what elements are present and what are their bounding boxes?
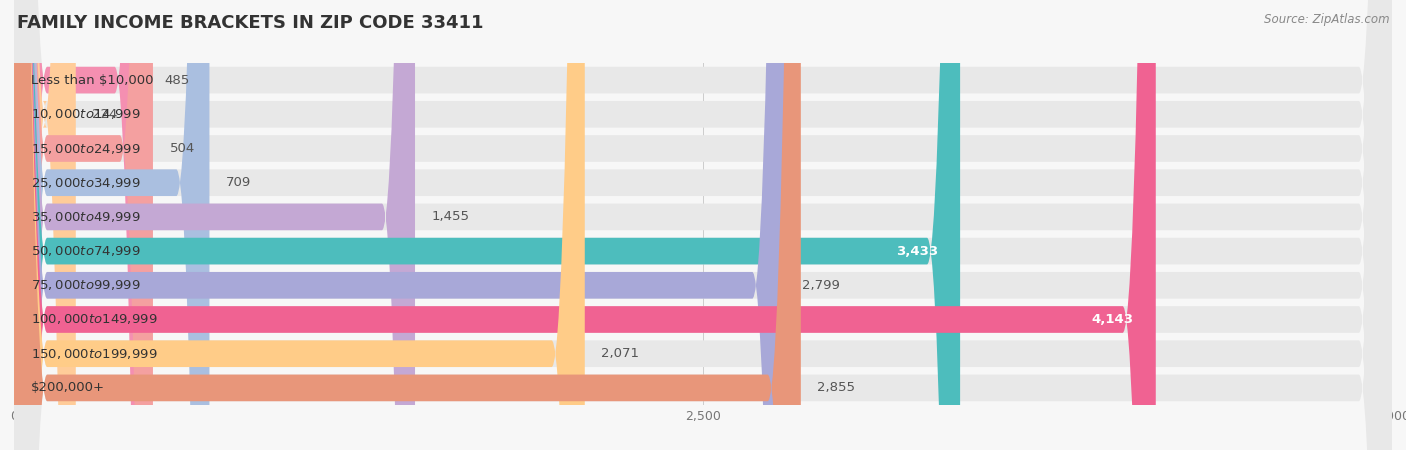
Text: 2,799: 2,799 — [801, 279, 839, 292]
Text: $75,000 to $99,999: $75,000 to $99,999 — [31, 278, 141, 293]
Text: 1,455: 1,455 — [432, 211, 470, 223]
Text: $25,000 to $34,999: $25,000 to $34,999 — [31, 176, 141, 190]
FancyBboxPatch shape — [14, 0, 76, 450]
Text: $35,000 to $49,999: $35,000 to $49,999 — [31, 210, 141, 224]
FancyBboxPatch shape — [14, 0, 585, 450]
Text: $150,000 to $199,999: $150,000 to $199,999 — [31, 346, 157, 361]
FancyBboxPatch shape — [14, 0, 1392, 450]
FancyBboxPatch shape — [14, 0, 1392, 450]
Text: Less than $10,000: Less than $10,000 — [31, 74, 153, 86]
FancyBboxPatch shape — [14, 0, 801, 450]
Text: $15,000 to $24,999: $15,000 to $24,999 — [31, 141, 141, 156]
Text: 709: 709 — [226, 176, 252, 189]
FancyBboxPatch shape — [14, 0, 1156, 450]
Text: 2,855: 2,855 — [817, 382, 855, 394]
FancyBboxPatch shape — [14, 0, 960, 450]
FancyBboxPatch shape — [14, 0, 148, 450]
Text: 485: 485 — [165, 74, 190, 86]
FancyBboxPatch shape — [14, 0, 415, 450]
Text: 504: 504 — [170, 142, 195, 155]
FancyBboxPatch shape — [14, 0, 1392, 450]
Text: Source: ZipAtlas.com: Source: ZipAtlas.com — [1264, 14, 1389, 27]
FancyBboxPatch shape — [14, 0, 786, 450]
FancyBboxPatch shape — [14, 0, 209, 450]
Text: 2,071: 2,071 — [602, 347, 640, 360]
Text: FAMILY INCOME BRACKETS IN ZIP CODE 33411: FAMILY INCOME BRACKETS IN ZIP CODE 33411 — [17, 14, 484, 32]
FancyBboxPatch shape — [14, 0, 1392, 450]
FancyBboxPatch shape — [14, 0, 153, 450]
Text: 4,143: 4,143 — [1091, 313, 1133, 326]
FancyBboxPatch shape — [14, 0, 1392, 450]
Text: 3,433: 3,433 — [896, 245, 938, 257]
Text: $10,000 to $14,999: $10,000 to $14,999 — [31, 107, 141, 122]
FancyBboxPatch shape — [14, 0, 1392, 450]
Text: $100,000 to $149,999: $100,000 to $149,999 — [31, 312, 157, 327]
FancyBboxPatch shape — [14, 0, 1392, 450]
Text: 224: 224 — [93, 108, 118, 121]
FancyBboxPatch shape — [14, 0, 1392, 450]
FancyBboxPatch shape — [14, 0, 1392, 450]
FancyBboxPatch shape — [14, 0, 1392, 450]
Text: $200,000+: $200,000+ — [31, 382, 104, 394]
Text: $50,000 to $74,999: $50,000 to $74,999 — [31, 244, 141, 258]
